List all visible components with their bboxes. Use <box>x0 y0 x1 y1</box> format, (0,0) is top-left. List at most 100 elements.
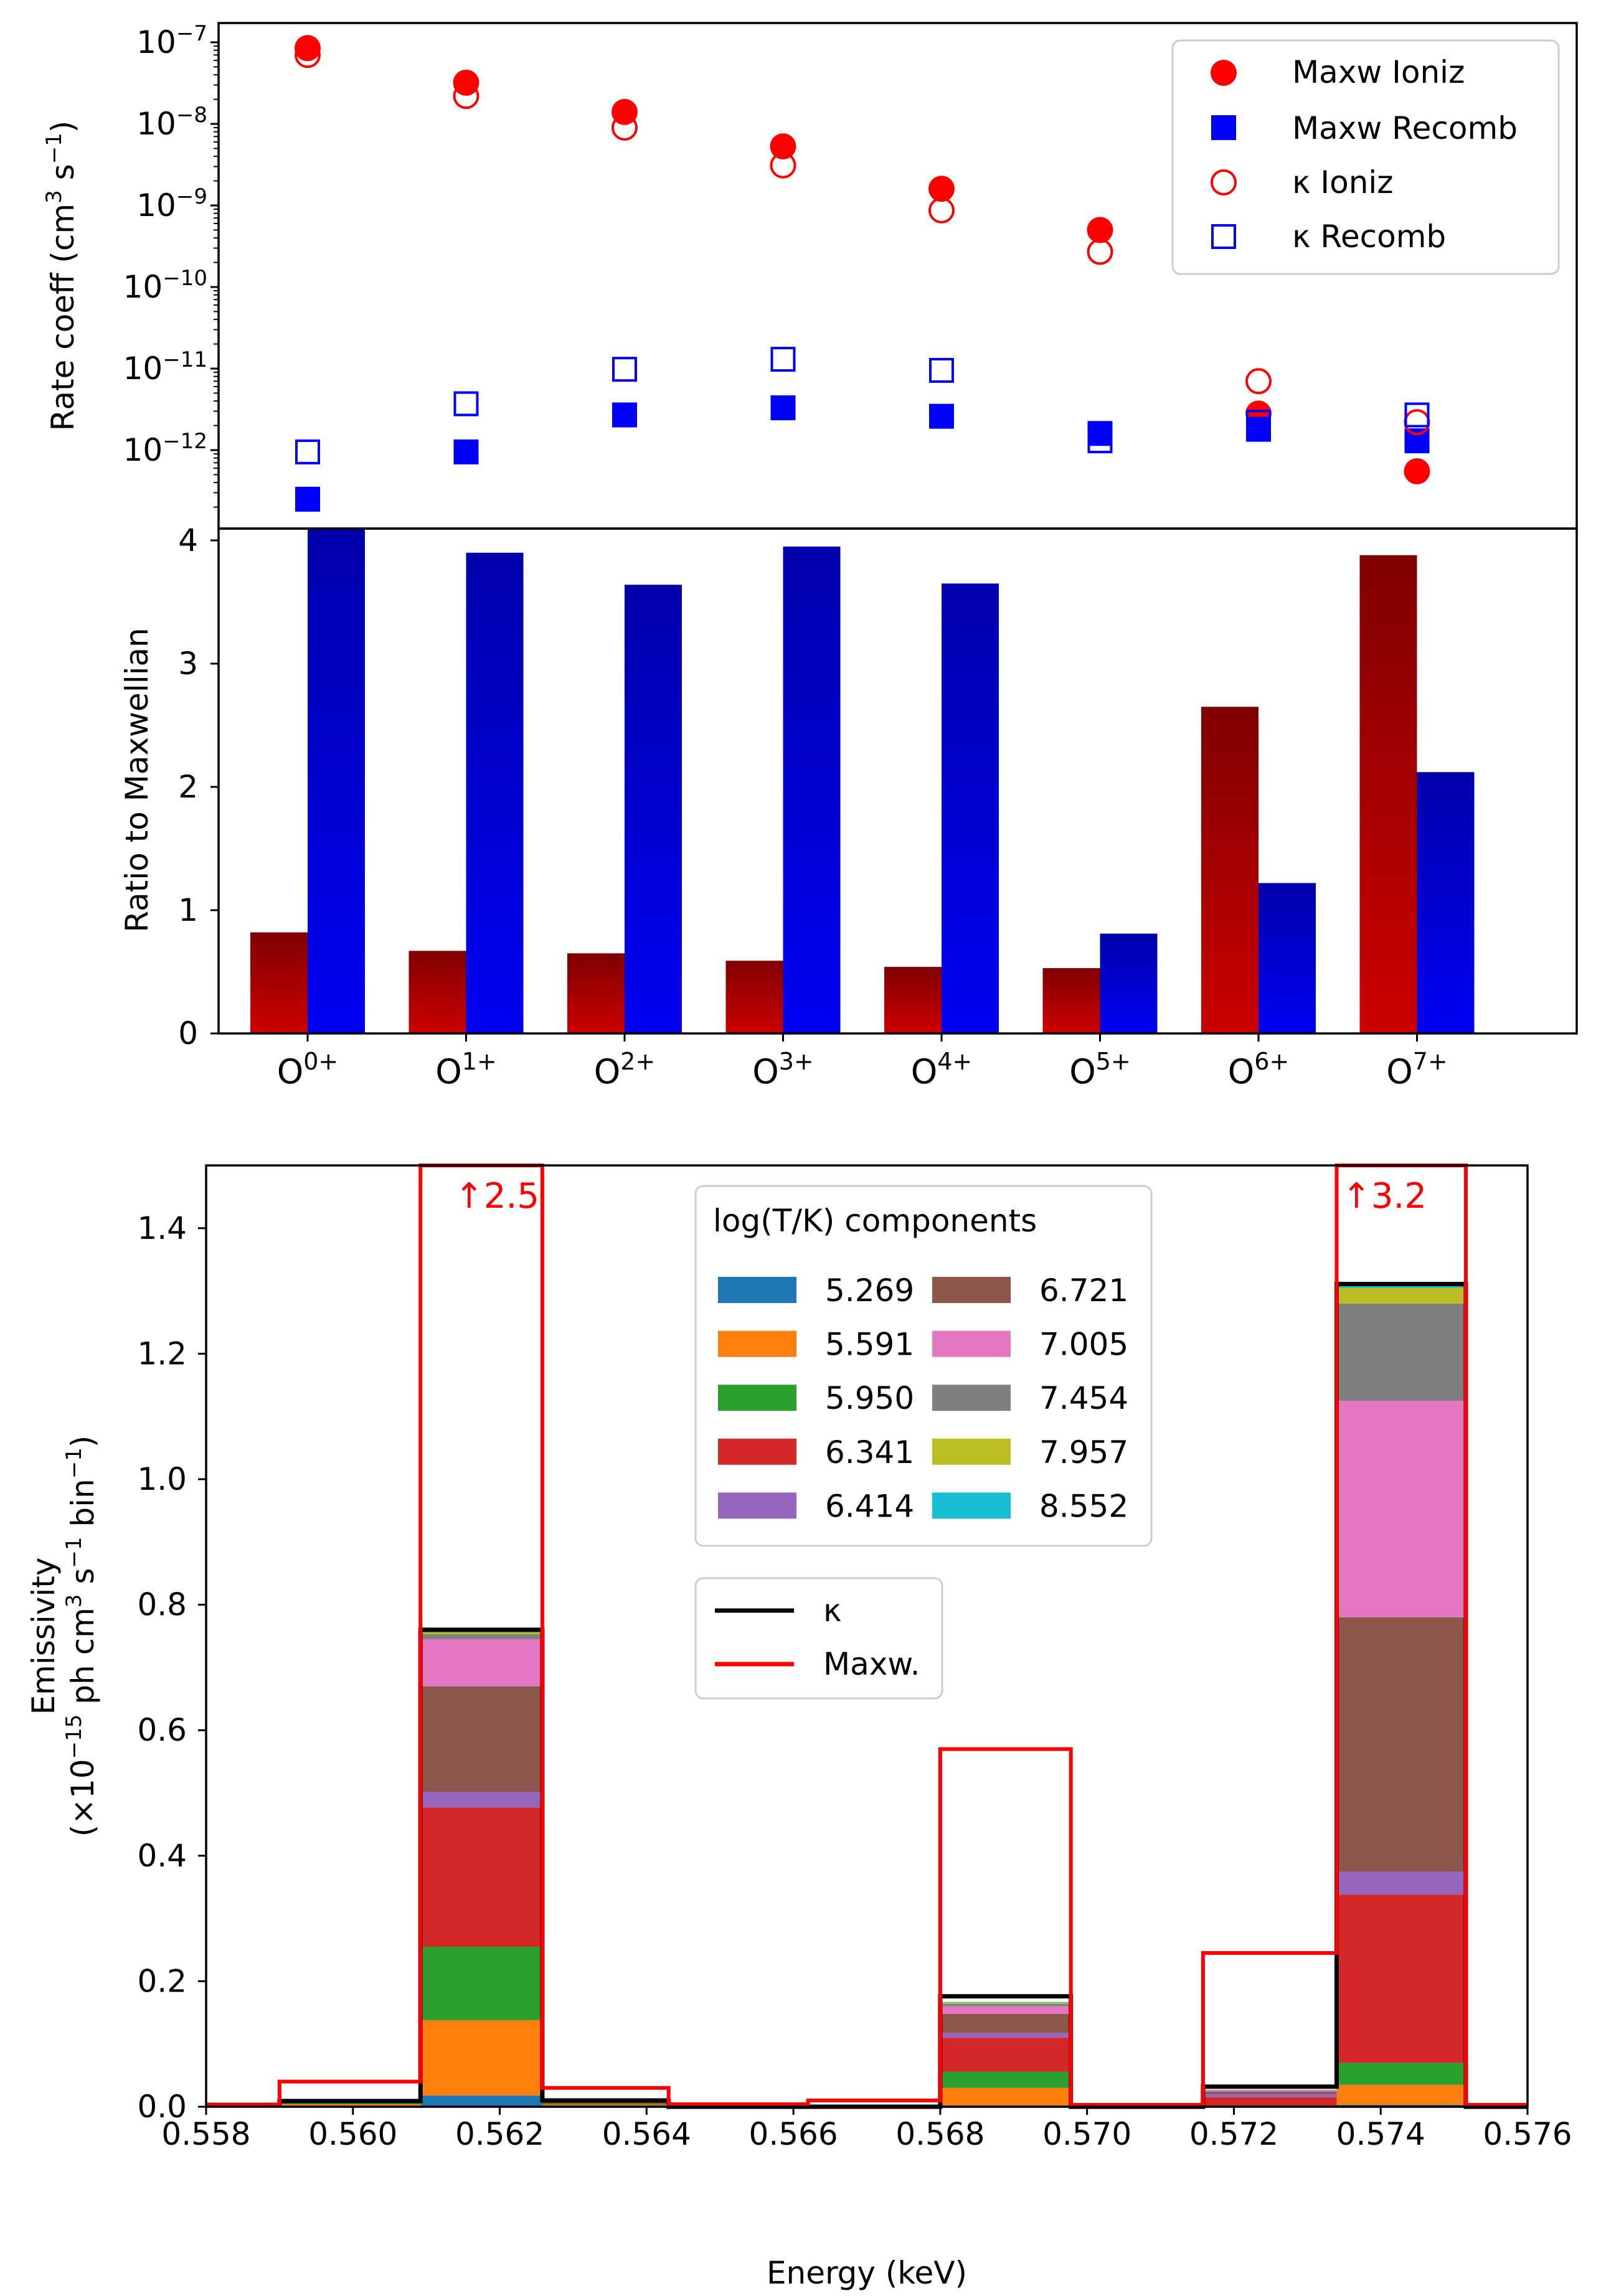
y-tick-label: 10−9 <box>136 184 207 223</box>
component-5_950-segment <box>420 1946 542 2020</box>
legend-maxw-recomb-marker <box>1211 115 1236 140</box>
emissivity-y-label-line1: Emissivity <box>26 1558 62 1715</box>
rate-coefficient-panel: 10−7 10−8 10−9 10−10 10−11 10−12 Rate coeff (… <box>42 21 1578 530</box>
rate-coefficient-legend: Maxw Ioniz Maxw Recomb κ Ioniz κ Recomb <box>1171 39 1560 275</box>
kappa-ioniz-point <box>928 197 955 223</box>
ionization-ratio-bar <box>725 961 783 1033</box>
energy-x-ticks: 0.558 0.560 0.562 0.564 0.566 0.568 0.570 0.572… <box>161 2107 1572 2152</box>
ratio-axes-frame <box>217 527 1578 1035</box>
component-7_454-segment <box>940 2003 1071 2007</box>
legend-maxw-recomb-label: Maxw Recomb <box>1292 110 1518 146</box>
emissivity-panel: 0.0 0.2 0.4 0.6 0.8 1.0 1.2 1.4 0.558 0.560 0.562… <box>26 1164 1572 2291</box>
legend-component-swatch <box>932 1438 1011 1465</box>
ratio-y-label: Ratio to Maxwellian <box>119 628 155 932</box>
y-tick-label: 1 <box>178 892 198 928</box>
ratio-bars <box>250 529 1475 1033</box>
legend-kappa-recomb-label: κ Recomb <box>1292 219 1446 255</box>
kappa-recomb-point <box>770 347 796 372</box>
maxw-overflow-annotation-2: ↑3.2 <box>1342 1176 1427 1216</box>
component-5_950-segment <box>279 2102 421 2104</box>
component-8_552-segment <box>940 2002 1071 2003</box>
maxw-recomb-point <box>1404 428 1430 454</box>
rate-coefficient-y-ticks: 10−7 10−8 10−9 10−10 10−11 10−12 <box>123 21 219 508</box>
component-6_341-segment <box>542 2102 669 2104</box>
component-5_591-segment <box>1336 2084 1466 2105</box>
lines-legend: κ Maxw. <box>694 1577 943 1700</box>
maxw-recomb-point <box>612 402 637 428</box>
legend-component-label: 6.721 <box>1039 1273 1128 1309</box>
y-tick-label: 0.8 <box>137 1587 187 1623</box>
legend-component-swatch <box>718 1385 796 1411</box>
ratio-y-ticks: 0 1 2 3 4 <box>178 522 219 1052</box>
recombination-ratio-bar <box>1417 772 1475 1033</box>
x-tick-label: 0.572 <box>1189 2116 1278 2152</box>
maxw-ioniz-point <box>1404 458 1430 485</box>
y-tick-label: 10−7 <box>136 21 207 60</box>
ion-x-ticks: O0+ O1+ O2+ O3+ O4+ O5+ O6+ O7+ <box>277 1033 1448 1091</box>
kappa-recomb-point <box>1087 428 1113 454</box>
component-7_454-segment <box>420 1634 542 1640</box>
component-6_414-segment <box>1202 2094 1337 2097</box>
component-6_414-segment <box>420 1791 542 1808</box>
y-tick-label: 1.2 <box>137 1335 187 1371</box>
legend-maxw-ioniz-marker <box>1211 60 1237 86</box>
component-7_005-segment <box>940 2006 1071 2014</box>
component-7_005-segment <box>1202 2090 1337 2092</box>
ionization-ratio-bar <box>884 967 942 1033</box>
legend-kappa-ioniz-label: κ Ioniz <box>1292 164 1394 200</box>
component-5_591-segment <box>279 2104 421 2107</box>
kappa-recomb-point <box>1246 410 1271 435</box>
maxw-recomb-point <box>453 439 479 464</box>
component-6_341-segment <box>940 2038 1071 2072</box>
legend-component-swatch <box>718 1277 796 1303</box>
legend-component-swatch <box>932 1330 1011 1357</box>
legend-component-swatch <box>718 1492 796 1519</box>
emissivity-y-ticks: 0.0 0.2 0.4 0.6 0.8 1.0 1.2 1.4 <box>137 1210 206 2125</box>
ionization-ratio-bar <box>1359 555 1417 1033</box>
emissivity-y-label-line2: (×10−15 ph cm3 s−1 bin−1) <box>62 1436 101 1837</box>
component-7_957-segment <box>1336 1287 1466 1304</box>
component-6_341-segment <box>1202 2097 1337 2107</box>
rate-coefficient-y-label: Rate coeff (cm3 s−1) <box>42 121 81 431</box>
component-7_454-segment <box>1336 1303 1466 1401</box>
rate-coefficient-markers <box>295 35 1430 512</box>
component-5_591-segment <box>420 2020 542 2096</box>
legend-component-swatch <box>932 1492 1011 1519</box>
maxw-ioniz-point <box>1087 217 1113 243</box>
kappa-recomb-point <box>612 357 637 382</box>
ion-tick-label: O5+ <box>1069 1048 1131 1091</box>
maxw-overflow-annotation-1: ↑2.5 <box>455 1176 539 1216</box>
ion-tick-label: O2+ <box>594 1048 656 1091</box>
recombination-ratio-bar <box>783 546 841 1033</box>
legend-component-swatch <box>932 1385 1011 1411</box>
maxw-recomb-point <box>1087 421 1113 446</box>
emissivity-stacked-bars <box>206 1286 1466 2107</box>
component-6_721-segment <box>420 1686 542 1792</box>
x-tick-label: 0.576 <box>1483 2116 1572 2152</box>
recombination-ratio-bar <box>308 529 365 1033</box>
component-7_454-segment <box>1202 2089 1337 2091</box>
energy-x-label: Energy (keV) <box>767 2255 967 2291</box>
ionization-ratio-bar <box>1201 707 1259 1033</box>
kappa-recomb-point <box>453 391 479 416</box>
x-tick-label: 0.558 <box>161 2116 250 2152</box>
x-tick-label: 0.562 <box>455 2116 544 2152</box>
ion-tick-label: O4+ <box>911 1048 973 1091</box>
component-6_721-segment <box>1202 2091 1337 2094</box>
component-8_552-segment <box>1336 1286 1466 1288</box>
ratio-panel: 0 1 2 3 4 O0+ O1+ O2+ O3+ O4+ O5+ O6+ O7+ Ratio to … <box>119 522 1578 1091</box>
x-tick-label: 0.570 <box>1042 2116 1131 2152</box>
y-tick-label: 10−10 <box>123 266 207 305</box>
y-tick-label: 10−12 <box>123 429 207 468</box>
legend-kappa-recomb-marker <box>1211 224 1236 249</box>
ion-tick-label: O6+ <box>1228 1048 1290 1091</box>
kappa-ioniz-point <box>1087 238 1113 265</box>
x-tick-label: 0.574 <box>1336 2116 1425 2152</box>
legend-component-label: 7.957 <box>1039 1434 1128 1470</box>
ion-tick-label: O7+ <box>1386 1048 1448 1091</box>
kappa-ioniz-point <box>453 83 479 110</box>
maxwellian-step-line <box>206 1164 1528 2107</box>
component-5_950-segment <box>1336 2063 1466 2085</box>
legend-component-label: 5.950 <box>825 1380 914 1416</box>
